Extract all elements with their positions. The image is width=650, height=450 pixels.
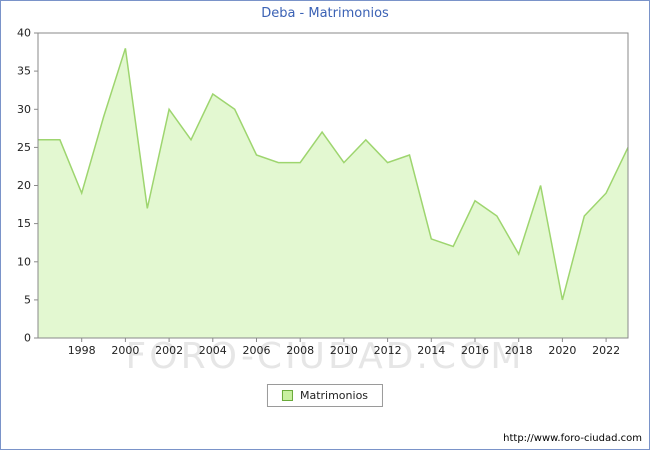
svg-text:2010: 2010 bbox=[330, 344, 358, 357]
svg-text:2002: 2002 bbox=[155, 344, 183, 357]
svg-text:20: 20 bbox=[17, 179, 31, 192]
svg-text:2000: 2000 bbox=[111, 344, 139, 357]
legend-label: Matrimonios bbox=[299, 389, 369, 402]
svg-text:2016: 2016 bbox=[461, 344, 489, 357]
svg-text:2006: 2006 bbox=[243, 344, 271, 357]
source-url: http://www.foro-ciudad.com bbox=[503, 433, 642, 444]
svg-text:2012: 2012 bbox=[374, 344, 402, 357]
svg-text:1998: 1998 bbox=[68, 344, 96, 357]
svg-text:5: 5 bbox=[24, 293, 31, 306]
chart-title: Deba - Matrimonios bbox=[261, 6, 389, 21]
svg-text:30: 30 bbox=[17, 103, 31, 116]
svg-text:0: 0 bbox=[24, 332, 31, 345]
area-chart: 0 5 10 15 20 25 30 35 40 1998 2000 2002 2004 2006 2008… bbox=[17, 27, 629, 357]
legend: Matrimonios bbox=[266, 384, 384, 407]
watermark: FORO-CIUDAD.COM bbox=[125, 336, 525, 377]
svg-text:2014: 2014 bbox=[417, 344, 445, 357]
svg-text:40: 40 bbox=[17, 27, 31, 40]
svg-text:2022: 2022 bbox=[592, 344, 620, 357]
legend-swatch-icon bbox=[281, 390, 293, 401]
svg-text:10: 10 bbox=[17, 255, 31, 268]
svg-text:35: 35 bbox=[17, 65, 31, 78]
svg-text:15: 15 bbox=[17, 217, 31, 230]
svg-text:25: 25 bbox=[17, 141, 31, 154]
svg-text:2020: 2020 bbox=[548, 344, 576, 357]
svg-text:2008: 2008 bbox=[286, 344, 314, 357]
svg-text:2004: 2004 bbox=[199, 344, 227, 357]
svg-text:2018: 2018 bbox=[505, 344, 533, 357]
